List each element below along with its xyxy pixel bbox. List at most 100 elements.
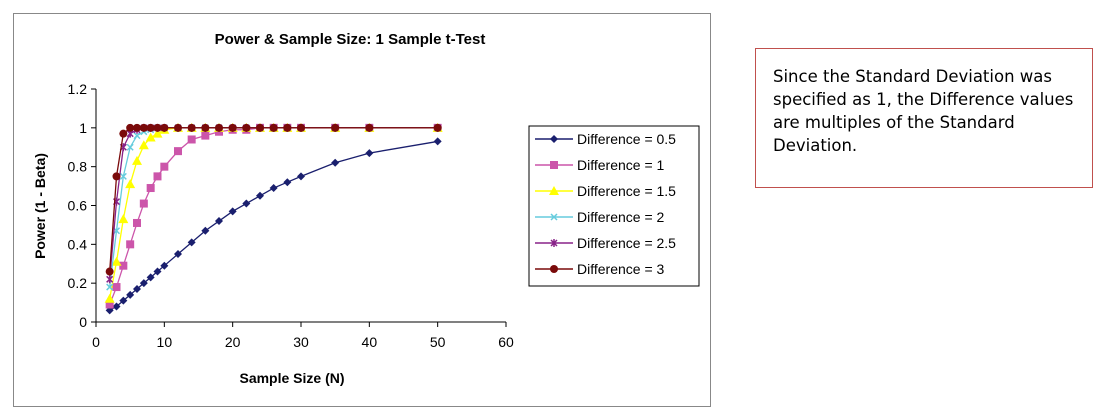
data-point (269, 123, 278, 132)
data-point (215, 217, 223, 226)
data-point (112, 302, 121, 311)
data-point (256, 191, 264, 200)
data-point (126, 240, 135, 249)
data-point (269, 184, 278, 193)
note-box: Since the Standard Deviation was specifi… (755, 48, 1093, 188)
data-point (104, 293, 115, 303)
chart-area: Power & Sample Size: 1 Sample t-Test 0 0.2… (13, 13, 711, 407)
y-tick-label: 0.2 (68, 275, 88, 291)
data-point (331, 123, 340, 132)
data-point (201, 123, 210, 132)
data-point (153, 267, 162, 276)
data-point (365, 149, 374, 158)
data-point (119, 172, 127, 180)
data-point (331, 158, 340, 167)
y-tick-label: 0 (79, 314, 87, 330)
data-point (174, 147, 182, 156)
chart-title: Power & Sample Size: 1 Sample t-Test (215, 31, 486, 48)
data-point (133, 123, 141, 132)
legend-marker (549, 186, 559, 195)
x-tick-label: 60 (498, 334, 514, 350)
x-tick-label: 50 (430, 334, 446, 350)
data-point (152, 128, 163, 138)
data-point (112, 283, 121, 292)
chart-svg: Power & Sample Size: 1 Sample t-Test 0 0.2… (32, 31, 700, 386)
y-tick-label: 1 (79, 120, 87, 136)
data-point (215, 123, 223, 132)
legend-marker (550, 135, 558, 143)
data-point (201, 131, 210, 140)
data-point (146, 273, 155, 282)
data-point (118, 214, 129, 224)
data-point (119, 261, 128, 270)
data-point (111, 256, 122, 266)
data-point (187, 123, 196, 132)
data-point (146, 123, 155, 132)
data-point (242, 199, 251, 208)
data-point (139, 123, 148, 132)
data-point (133, 218, 141, 227)
data-point (160, 123, 169, 132)
y-tick-label: 0.6 (68, 198, 88, 214)
series-line-1 (109, 127, 438, 305)
series-line-4 (109, 127, 438, 280)
legend-label: Difference = 3 (577, 261, 665, 277)
data-point (112, 172, 121, 181)
data-point (174, 250, 182, 259)
data-point (119, 296, 128, 305)
data-point (146, 184, 155, 193)
data-point (105, 300, 114, 309)
data-point (106, 283, 114, 291)
x-tick-label: 10 (157, 334, 173, 350)
legend-marker (550, 161, 558, 169)
y-tick-label: 1.2 (68, 81, 88, 97)
data-point (256, 123, 264, 132)
y-tick-label: 0.8 (68, 159, 88, 175)
x-tick-label: 20 (225, 334, 241, 350)
data-point (106, 275, 114, 284)
data-point (187, 135, 196, 144)
legend (528, 125, 700, 287)
legend-marker (550, 213, 558, 221)
data-point (160, 162, 169, 171)
data-point (139, 279, 148, 288)
data-point (125, 179, 136, 189)
data-point (153, 172, 162, 181)
legend-label: Difference = 2 (577, 209, 665, 225)
data-point (297, 172, 305, 181)
data-point (187, 238, 196, 247)
data-point (242, 123, 251, 132)
data-point (133, 284, 141, 293)
data-point (365, 123, 374, 132)
data-point (433, 137, 442, 146)
data-point (126, 143, 134, 151)
legend-label: Difference = 2.5 (577, 235, 676, 251)
series-line-0 (109, 140, 438, 311)
data-point (201, 226, 210, 235)
data-point (133, 132, 141, 140)
data-point (228, 123, 237, 132)
x-tick-label: 0 (92, 334, 100, 350)
data-point (119, 129, 128, 138)
legend-label: Difference = 1 (577, 157, 665, 173)
legend-marker (550, 265, 558, 273)
x-tick-label: 40 (362, 334, 378, 350)
legend-label: Difference = 1.5 (577, 183, 676, 199)
y-axis-label: Power (1 - Beta) (32, 153, 48, 259)
series-line-3 (109, 127, 438, 288)
data-point (297, 123, 305, 132)
data-point (105, 267, 114, 276)
data-point (228, 207, 237, 216)
legend-label: Difference = 0.5 (577, 131, 676, 147)
data-point (153, 123, 162, 132)
y-tick-label: 0.4 (68, 236, 88, 252)
data-point (174, 123, 182, 132)
legend-marker (550, 239, 558, 247)
data-point (145, 132, 156, 142)
data-point (283, 178, 292, 187)
x-tick-label: 30 (293, 334, 309, 350)
data-point (126, 123, 135, 132)
data-point (433, 123, 442, 132)
x-axis-label: Sample Size (N) (239, 370, 344, 386)
data-point (139, 199, 148, 208)
